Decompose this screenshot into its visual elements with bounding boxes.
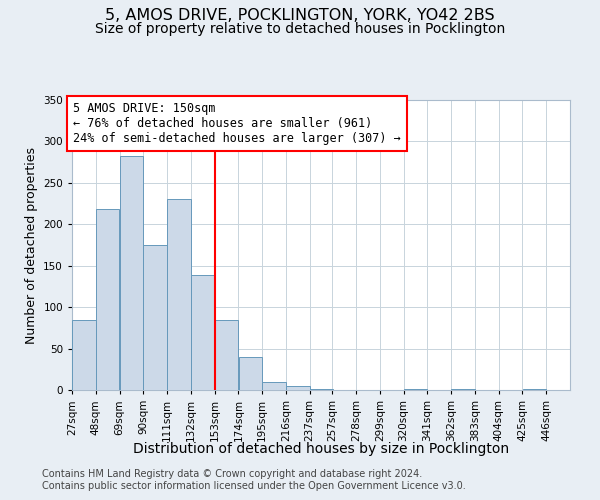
Bar <box>262 382 286 390</box>
Text: 5 AMOS DRIVE: 150sqm
← 76% of detached houses are smaller (961)
24% of semi-deta: 5 AMOS DRIVE: 150sqm ← 76% of detached h… <box>73 102 401 144</box>
Bar <box>404 389 427 390</box>
Text: Contains HM Land Registry data © Crown copyright and database right 2024.: Contains HM Land Registry data © Crown c… <box>42 469 422 479</box>
Bar <box>215 320 238 390</box>
Y-axis label: Number of detached properties: Number of detached properties <box>25 146 38 344</box>
Bar <box>239 357 262 390</box>
Bar <box>191 275 214 390</box>
Bar <box>143 245 167 390</box>
Bar <box>310 389 333 390</box>
Bar <box>120 156 143 390</box>
Bar <box>286 386 310 390</box>
Text: Contains public sector information licensed under the Open Government Licence v3: Contains public sector information licen… <box>42 481 466 491</box>
Bar <box>523 389 546 390</box>
Bar <box>451 389 475 390</box>
Text: Size of property relative to detached houses in Pocklington: Size of property relative to detached ho… <box>95 22 505 36</box>
Text: 5, AMOS DRIVE, POCKLINGTON, YORK, YO42 2BS: 5, AMOS DRIVE, POCKLINGTON, YORK, YO42 2… <box>105 8 495 22</box>
Text: Distribution of detached houses by size in Pocklington: Distribution of detached houses by size … <box>133 442 509 456</box>
Bar <box>72 320 95 390</box>
Bar <box>167 198 191 390</box>
Bar <box>96 208 119 390</box>
